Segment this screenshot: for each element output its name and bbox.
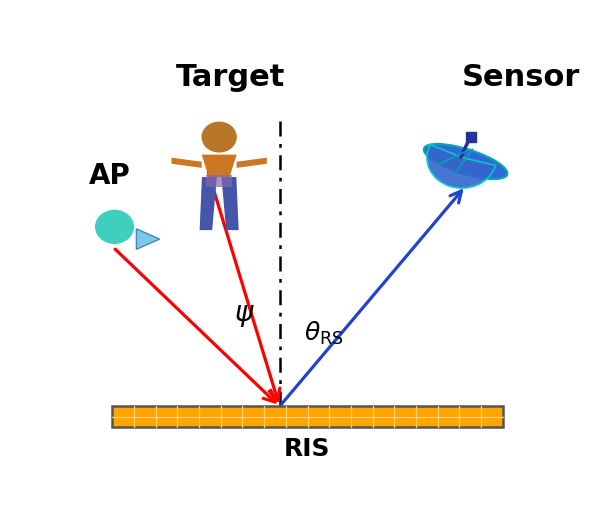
Circle shape <box>95 210 134 244</box>
Text: $\psi$: $\psi$ <box>235 301 255 329</box>
Polygon shape <box>172 157 202 168</box>
Circle shape <box>202 121 237 153</box>
Text: Target: Target <box>176 64 286 92</box>
Polygon shape <box>136 229 160 249</box>
Bar <box>466 132 476 142</box>
Polygon shape <box>221 177 239 230</box>
Bar <box>112 407 503 427</box>
Text: AP: AP <box>89 162 131 190</box>
Polygon shape <box>202 155 236 177</box>
Ellipse shape <box>424 144 508 179</box>
Text: $\theta_{\mathrm{RS}}$: $\theta_{\mathrm{RS}}$ <box>304 320 344 347</box>
Polygon shape <box>200 177 217 230</box>
Polygon shape <box>236 157 267 168</box>
Text: Sensor: Sensor <box>462 64 581 92</box>
Polygon shape <box>206 175 232 187</box>
Wedge shape <box>427 145 496 188</box>
Text: RIS: RIS <box>284 437 331 461</box>
